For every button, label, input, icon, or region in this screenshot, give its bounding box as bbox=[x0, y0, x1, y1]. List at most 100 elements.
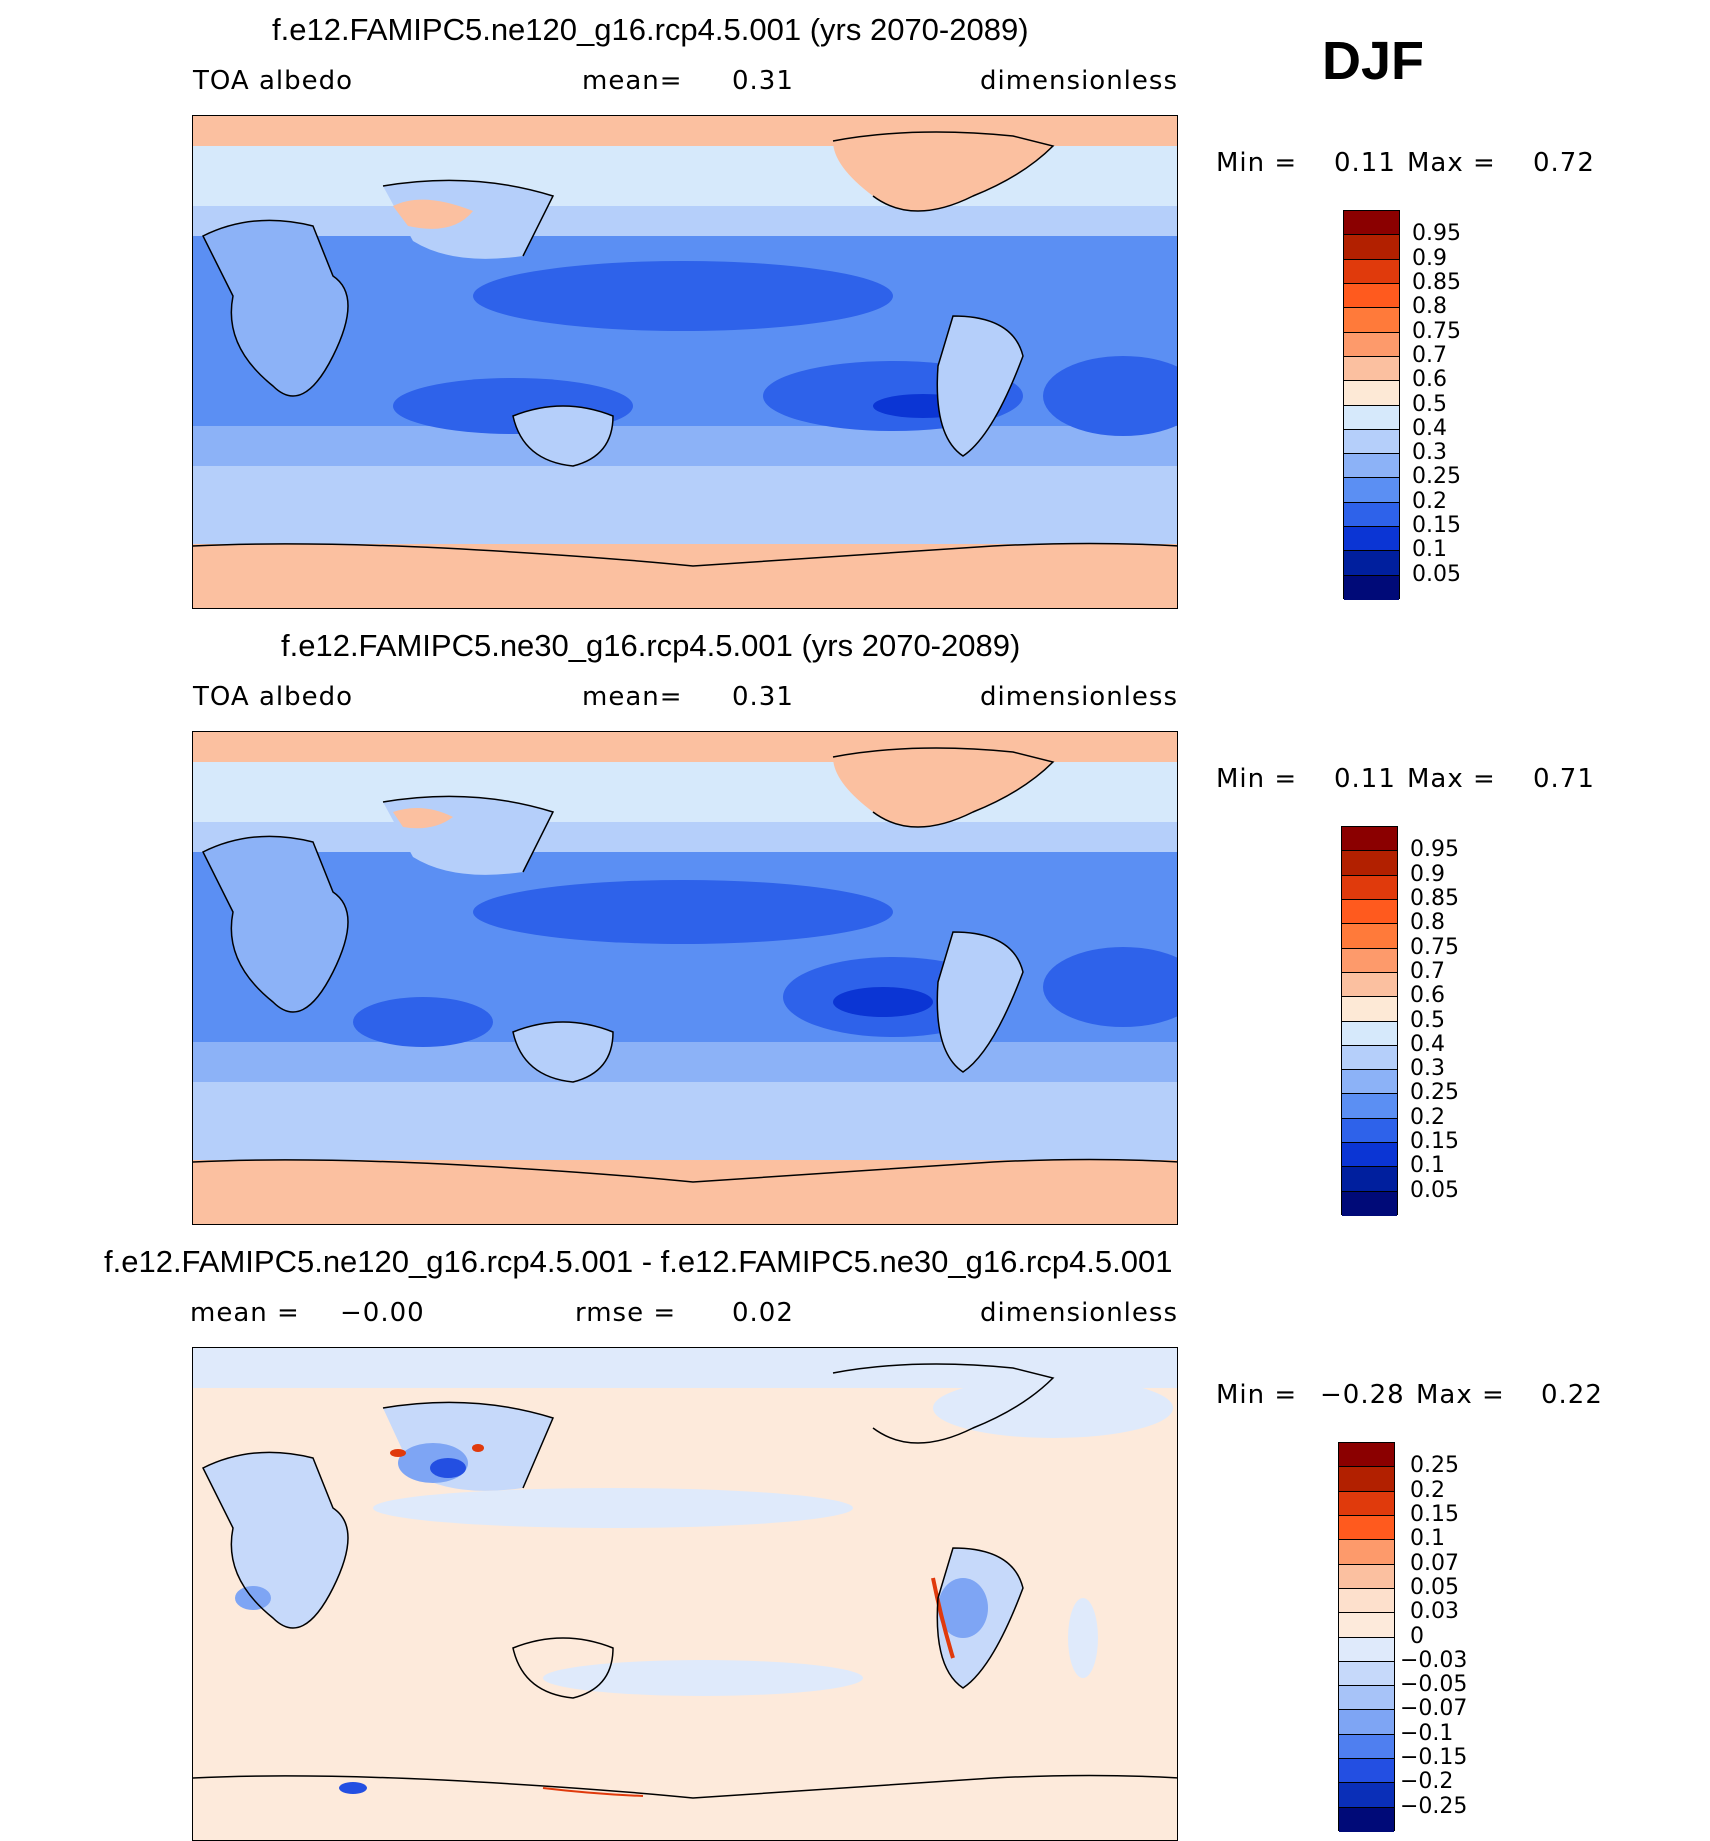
colorbar-box bbox=[1339, 1807, 1394, 1832]
colorbar-box bbox=[1339, 1783, 1394, 1808]
colorbar-tick-label: 0.5 bbox=[1410, 1007, 1445, 1033]
colorbar-tick-label: 0.95 bbox=[1412, 221, 1461, 247]
colorbar-tick-label: −0.05 bbox=[1400, 1672, 1468, 1698]
colorbar-box bbox=[1339, 1759, 1394, 1784]
colorbar-tick-label: 0.6 bbox=[1410, 983, 1445, 1009]
map-bottom-field bbox=[193, 1348, 1177, 1840]
panel-middle-title: f.e12.FAMIPC5.ne30_g16.rcp4.5.001 (yrs 2… bbox=[281, 628, 1021, 663]
panel-top-max-value: 0.72 bbox=[1533, 148, 1595, 178]
panel-top-units: dimensionless bbox=[980, 66, 1178, 96]
colorbar-box bbox=[1339, 1588, 1394, 1614]
colorbar-box bbox=[1342, 875, 1397, 900]
panel-middle-mean-value: 0.31 bbox=[732, 682, 794, 712]
colorbar-tick-label: −0.03 bbox=[1400, 1647, 1468, 1673]
colorbar-tick-label: 0.7 bbox=[1410, 958, 1445, 984]
map-top bbox=[192, 115, 1178, 609]
colorbar-box bbox=[1339, 1686, 1394, 1711]
colorbar-box bbox=[1344, 429, 1399, 455]
colorbar-tick-label: −0.15 bbox=[1400, 1745, 1468, 1771]
colorbar-box bbox=[1339, 1661, 1394, 1687]
map-top-field bbox=[193, 116, 1177, 608]
colorbar-box bbox=[1344, 478, 1399, 503]
colorbar-box bbox=[1344, 211, 1399, 236]
colorbar-box bbox=[1339, 1467, 1394, 1492]
colorbar-tick-label: 0.1 bbox=[1410, 1153, 1445, 1179]
panel-top-max-label: Max = bbox=[1407, 148, 1496, 178]
colorbar-box bbox=[1339, 1710, 1394, 1735]
panel-middle-min-label: Min = bbox=[1216, 764, 1298, 794]
colorbar-box bbox=[1342, 1070, 1397, 1095]
panel-middle-mean-label: mean= bbox=[582, 682, 683, 712]
colorbar-box bbox=[1339, 1637, 1394, 1662]
colorbar-middle bbox=[1341, 826, 1398, 1216]
colorbar-tick-label: 0.85 bbox=[1412, 269, 1461, 295]
colorbar-box bbox=[1344, 381, 1399, 406]
colorbar-box bbox=[1342, 851, 1397, 876]
colorbar-tick-label: 0.8 bbox=[1412, 294, 1447, 320]
colorbar-box bbox=[1339, 1613, 1394, 1638]
panel-top-mean-value: 0.31 bbox=[732, 66, 794, 96]
colorbar-box bbox=[1342, 1167, 1397, 1192]
panel-bottom-units: dimensionless bbox=[980, 1298, 1178, 1328]
panel-top-mean-label: mean= bbox=[582, 66, 683, 96]
colorbar-tick-label: 0.15 bbox=[1410, 1501, 1459, 1527]
colorbar-box bbox=[1342, 997, 1397, 1022]
colorbar-box bbox=[1339, 1515, 1394, 1541]
colorbar-tick-label: 0.75 bbox=[1410, 934, 1459, 960]
colorbar-box bbox=[1342, 1094, 1397, 1119]
panel-middle-variable: TOA albedo bbox=[193, 682, 354, 712]
panel-bottom-min-label: Min = bbox=[1216, 1380, 1298, 1410]
colorbar-tick-label: −0.2 bbox=[1400, 1769, 1454, 1795]
colorbar-tick-label: 0.9 bbox=[1412, 245, 1447, 271]
panel-middle-units: dimensionless bbox=[980, 682, 1178, 712]
panel-bottom-title: f.e12.FAMIPC5.ne120_g16.rcp4.5.001 - f.e… bbox=[104, 1244, 1173, 1279]
colorbar-tick-label: 0.1 bbox=[1412, 537, 1447, 563]
colorbar-tick-label: 0.8 bbox=[1410, 910, 1445, 936]
colorbar-box bbox=[1339, 1540, 1394, 1565]
colorbar-bottom bbox=[1338, 1442, 1395, 1832]
colorbar-tick-label: 0.2 bbox=[1410, 1104, 1445, 1130]
panel-middle-max-label: Max = bbox=[1407, 764, 1496, 794]
colorbar-tick-label: 0.2 bbox=[1410, 1477, 1445, 1503]
colorbar-box bbox=[1344, 308, 1399, 333]
colorbar-top bbox=[1343, 210, 1400, 600]
colorbar-box bbox=[1344, 332, 1399, 357]
colorbar-tick-label: 0.75 bbox=[1412, 318, 1461, 344]
colorbar-box bbox=[1344, 502, 1399, 528]
colorbar-box bbox=[1342, 924, 1397, 949]
colorbar-tick-label: 0.3 bbox=[1412, 440, 1447, 466]
colorbar-box bbox=[1344, 259, 1399, 284]
colorbar-tick-label: −0.25 bbox=[1400, 1793, 1468, 1819]
colorbar-tick-label: 0.7 bbox=[1412, 342, 1447, 368]
colorbar-box bbox=[1344, 575, 1399, 600]
panel-top-title: f.e12.FAMIPC5.ne120_g16.rcp4.5.001 (yrs … bbox=[272, 12, 1029, 47]
map-bottom bbox=[192, 1347, 1178, 1841]
colorbar-tick-label: −0.07 bbox=[1400, 1696, 1468, 1722]
colorbar-box bbox=[1342, 1118, 1397, 1144]
colorbar-tick-label: 0.15 bbox=[1412, 513, 1461, 539]
panel-middle-min-value: 0.11 bbox=[1334, 764, 1396, 794]
map-middle bbox=[192, 731, 1178, 1225]
colorbar-box bbox=[1342, 972, 1397, 998]
colorbar-tick-label: 0.85 bbox=[1410, 885, 1459, 911]
colorbar-tick-label: 0.05 bbox=[1410, 1177, 1459, 1203]
panel-top-min-value: 0.11 bbox=[1334, 148, 1396, 178]
colorbar-tick-label: 0.07 bbox=[1410, 1550, 1459, 1576]
colorbar-box bbox=[1339, 1564, 1394, 1589]
colorbar-tick-label: 0.4 bbox=[1410, 1031, 1445, 1057]
colorbar-tick-label: 0.6 bbox=[1412, 367, 1447, 393]
colorbar-tick-label: 0.25 bbox=[1412, 464, 1461, 490]
panel-middle-max-value: 0.71 bbox=[1533, 764, 1595, 794]
panel-top-min-label: Min = bbox=[1216, 148, 1298, 178]
colorbar-tick-label: 0 bbox=[1410, 1623, 1424, 1649]
panel-bottom-max-label: Max = bbox=[1416, 1380, 1505, 1410]
colorbar-box bbox=[1344, 527, 1399, 552]
colorbar-box bbox=[1342, 827, 1397, 852]
colorbar-tick-label: 0.9 bbox=[1410, 861, 1445, 887]
panel-bottom-max-value: 0.22 bbox=[1541, 1380, 1603, 1410]
colorbar-box bbox=[1344, 356, 1399, 382]
colorbar-tick-label: 0.05 bbox=[1410, 1574, 1459, 1600]
colorbar-tick-label: 0.3 bbox=[1410, 1056, 1445, 1082]
panel-bottom-mean-value: −0.00 bbox=[340, 1298, 425, 1328]
colorbar-box bbox=[1342, 899, 1397, 925]
